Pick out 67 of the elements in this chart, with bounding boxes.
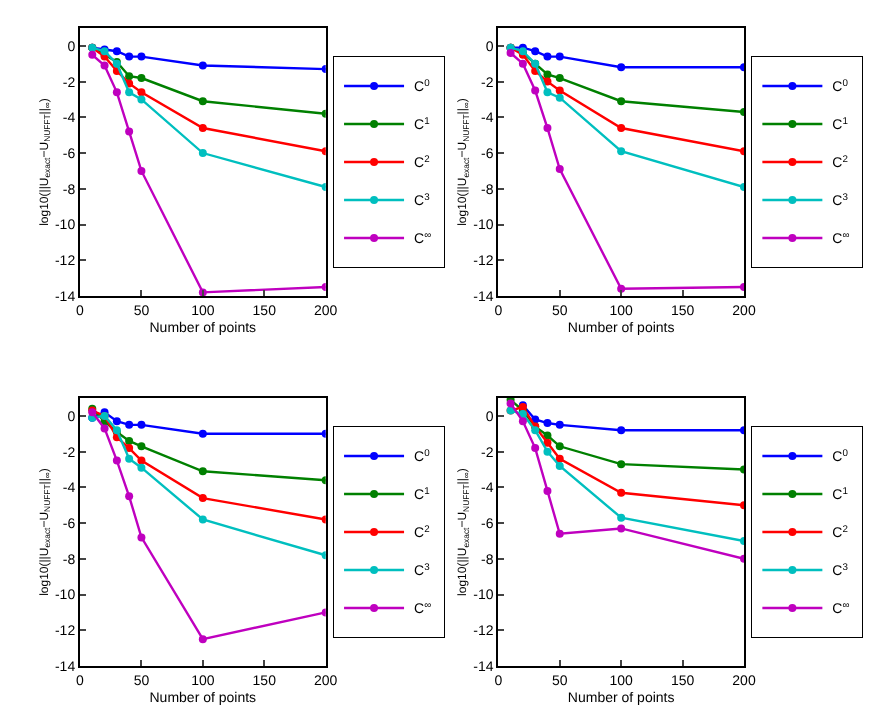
point: [137, 95, 146, 104]
point: [125, 420, 134, 429]
point: [198, 515, 207, 524]
point: [617, 426, 626, 435]
point: [555, 420, 564, 429]
point: [555, 52, 564, 61]
point: [617, 524, 626, 533]
point: [617, 97, 626, 106]
point: [125, 492, 134, 501]
point: [198, 61, 207, 70]
point: [100, 61, 109, 70]
point: [555, 93, 564, 102]
point: [617, 147, 626, 156]
point: [137, 463, 146, 472]
point: [88, 50, 97, 59]
point: [125, 436, 134, 445]
point: [543, 486, 552, 495]
point: [506, 49, 515, 57]
point: [125, 127, 134, 136]
point: [100, 424, 109, 433]
point: [555, 74, 564, 83]
point: [137, 74, 146, 83]
point: [137, 442, 146, 451]
point: [518, 59, 527, 68]
point: [125, 454, 134, 463]
point: [543, 124, 552, 133]
point: [125, 52, 134, 61]
point: [555, 86, 564, 95]
point: [531, 444, 540, 453]
point: [137, 166, 146, 175]
point: [137, 533, 146, 542]
point: [518, 417, 527, 426]
point: [137, 52, 146, 61]
point: [543, 419, 552, 428]
point: [198, 429, 207, 438]
point: [198, 494, 207, 503]
point: [543, 52, 552, 61]
point: [125, 72, 134, 81]
point: [125, 444, 134, 453]
point: [198, 467, 207, 476]
point: [125, 88, 134, 97]
point: [531, 86, 540, 95]
point: [617, 124, 626, 133]
point: [137, 420, 146, 429]
point: [198, 635, 207, 644]
point: [543, 447, 552, 456]
point: [555, 165, 564, 174]
point: [617, 63, 626, 72]
point: [555, 529, 564, 538]
point: [617, 460, 626, 469]
point: [112, 456, 121, 465]
point: [543, 70, 552, 79]
point: [137, 88, 146, 97]
point: [198, 97, 207, 106]
point: [198, 149, 207, 158]
point: [617, 488, 626, 497]
point: [531, 47, 540, 56]
point: [198, 124, 207, 133]
point: [617, 513, 626, 522]
point: [112, 417, 121, 426]
point: [543, 88, 552, 97]
point: [137, 456, 146, 465]
point: [555, 442, 564, 451]
point: [112, 47, 121, 56]
point: [555, 461, 564, 470]
point: [555, 454, 564, 463]
point: [112, 88, 121, 97]
